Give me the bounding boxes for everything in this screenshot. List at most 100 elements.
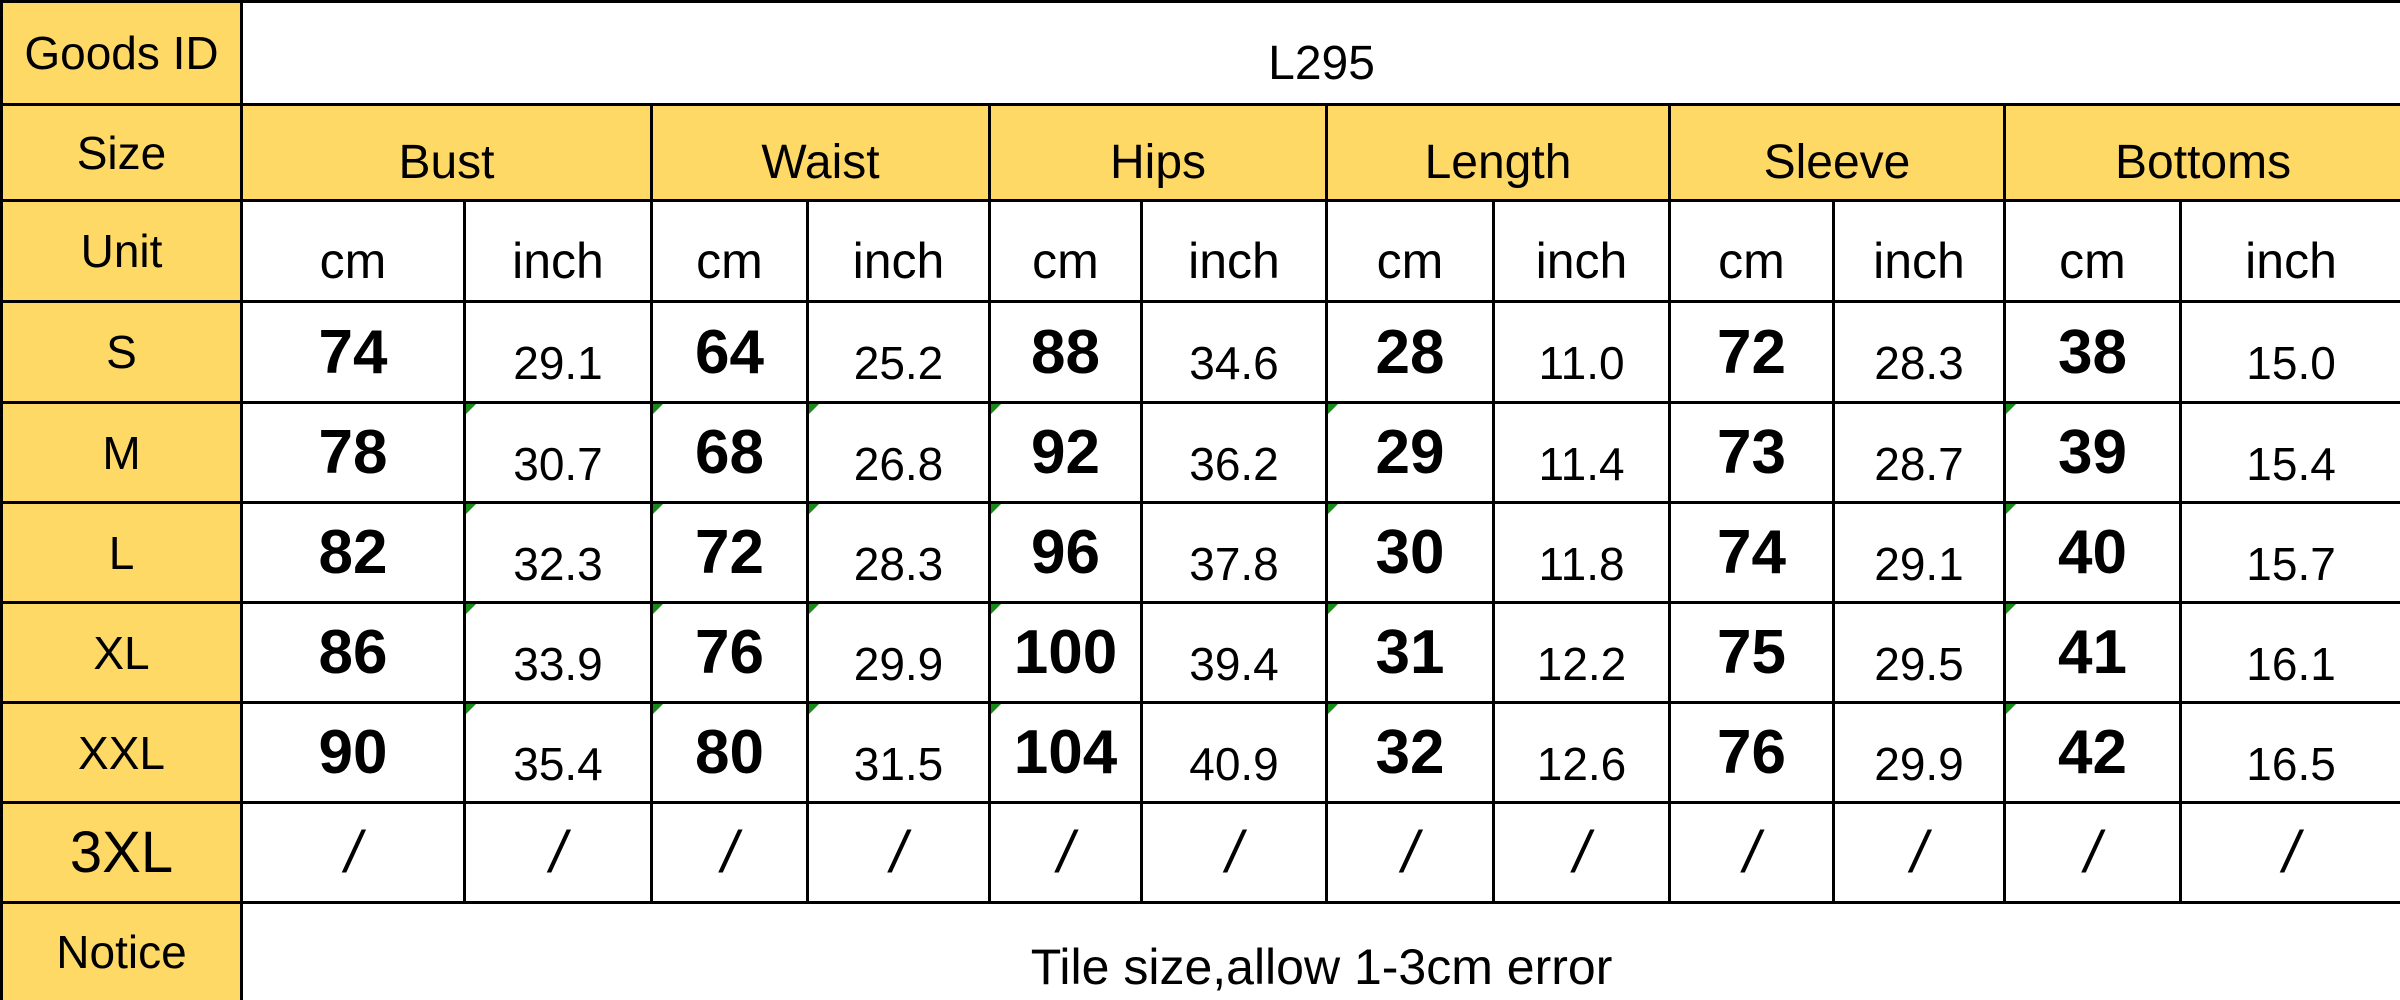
unit: cm [650, 199, 809, 303]
unit: inch [1140, 199, 1328, 303]
measurement: 11.4 [1492, 401, 1671, 504]
measurement: 15.7 [2178, 501, 2400, 604]
table-row: Notice Tile size,allow 1-3cm error [0, 901, 2400, 1000]
measurement: 32 [1325, 701, 1495, 804]
notice-label: Notice [0, 901, 243, 1000]
measurement: / [463, 801, 653, 904]
unit: cm [2003, 199, 2182, 303]
measurement: 74 [1668, 501, 1835, 604]
measurement: / [650, 801, 809, 904]
table-row: M 78 30.7 68 26.8 92 36.2 29 11.4 73 28.7 39 15.4 [0, 401, 2400, 504]
measurement: 72 [650, 501, 809, 604]
unit: cm [1325, 199, 1495, 303]
measurement: 29.5 [1832, 601, 2006, 704]
unit: cm [1668, 199, 1835, 303]
measurement: 11.0 [1492, 300, 1671, 404]
measurement: / [1668, 801, 1835, 904]
goods-id: L295 [239, 0, 2400, 106]
group-header: Bottoms [2002, 103, 2400, 202]
group-header: Waist [650, 103, 991, 202]
measurement: 41 [2003, 601, 2182, 704]
measurement: 28.3 [806, 501, 991, 604]
unit: inch [806, 199, 991, 303]
size: L [0, 501, 243, 604]
group-header: Bust [240, 103, 653, 202]
size: 3XL [0, 801, 243, 904]
measurement: 76 [650, 601, 809, 704]
measurement: 35.4 [463, 701, 653, 804]
group-header: Length [1325, 103, 1671, 202]
size-label: Size [0, 103, 243, 202]
measurement: 90 [240, 701, 466, 804]
measurement: 16.5 [2178, 701, 2400, 804]
measurement: 40 [2003, 501, 2182, 604]
table-row: XXL 90 35.4 80 31.5 104 40.9 32 12.6 76 29.9 42 16.5 [0, 701, 2400, 804]
measurement: / [2178, 801, 2400, 904]
group-header: Hips [988, 103, 1328, 202]
table-row: L 82 32.3 72 28.3 96 37.8 30 11.8 74 29.1 40 15.7 [0, 501, 2400, 604]
measurement: 25.2 [806, 300, 991, 404]
measurement: 37.8 [1140, 501, 1328, 604]
measurement: 29.9 [806, 601, 991, 704]
measurement: 38 [2003, 300, 2182, 404]
measurement: 64 [650, 300, 809, 404]
measurement: 68 [650, 401, 809, 504]
measurement: 29.1 [463, 300, 653, 404]
measurement: 96 [988, 501, 1143, 604]
size: S [0, 300, 243, 404]
measurement: 86 [240, 601, 466, 704]
measurement: 74 [240, 300, 466, 404]
measurement: 36.2 [1140, 401, 1328, 504]
unit: inch [2178, 199, 2400, 303]
measurement: / [806, 801, 991, 904]
measurement: 11.8 [1492, 501, 1671, 604]
measurement: / [1325, 801, 1495, 904]
measurement: 30 [1325, 501, 1495, 604]
measurement: 28.3 [1832, 300, 2006, 404]
measurement: 39.4 [1140, 601, 1328, 704]
measurement: / [988, 801, 1143, 904]
table-row: XL 86 33.9 76 29.9 100 39.4 31 12.2 75 29.5 41 16.1 [0, 601, 2400, 704]
measurement: 104 [988, 701, 1143, 804]
measurement: 88 [988, 300, 1143, 404]
measurement: / [2003, 801, 2182, 904]
measurement: / [1492, 801, 1671, 904]
table-row: S 74 29.1 64 25.2 88 34.6 28 11.0 72 28.3 38 15.0 [0, 300, 2400, 404]
measurement: 72 [1668, 300, 1835, 404]
measurement: 16.1 [2178, 601, 2400, 704]
measurement: 12.6 [1492, 701, 1671, 804]
unit: inch [1832, 199, 2006, 303]
table-row: Size Bust Waist Hips Length Sleeve Bottoms [0, 103, 2400, 202]
unit: inch [1492, 199, 1671, 303]
notice: Tile size,allow 1-3cm error [239, 901, 2400, 1000]
unit: cm [988, 199, 1143, 303]
measurement: 80 [650, 701, 809, 804]
measurement: / [240, 801, 466, 904]
group-header: Sleeve [1668, 103, 2006, 202]
measurement: 15.4 [2178, 401, 2400, 504]
measurement: 73 [1668, 401, 1835, 504]
unit-label: Unit [0, 199, 243, 303]
measurement: 33.9 [463, 601, 653, 704]
table-row: Unit cm inch cm inch cm inch cm inch cm inch cm inch [0, 199, 2400, 303]
table-row: 3XL / / / / / / / / / / / / [0, 801, 2400, 904]
measurement: / [1140, 801, 1328, 904]
measurement: 40.9 [1140, 701, 1328, 804]
measurement: 30.7 [463, 401, 653, 504]
measurement: 39 [2003, 401, 2182, 504]
measurement: 31.5 [806, 701, 991, 804]
measurement: 100 [988, 601, 1143, 704]
unit: inch [463, 199, 653, 303]
measurement: 92 [988, 401, 1143, 504]
measurement: 15.0 [2178, 300, 2400, 404]
size: XXL [0, 701, 243, 804]
measurement: 82 [240, 501, 466, 604]
measurement: 29 [1325, 401, 1495, 504]
measurement: 76 [1668, 701, 1835, 804]
measurement: 28 [1325, 300, 1495, 404]
size: XL [0, 601, 243, 704]
measurement: 78 [240, 401, 466, 504]
